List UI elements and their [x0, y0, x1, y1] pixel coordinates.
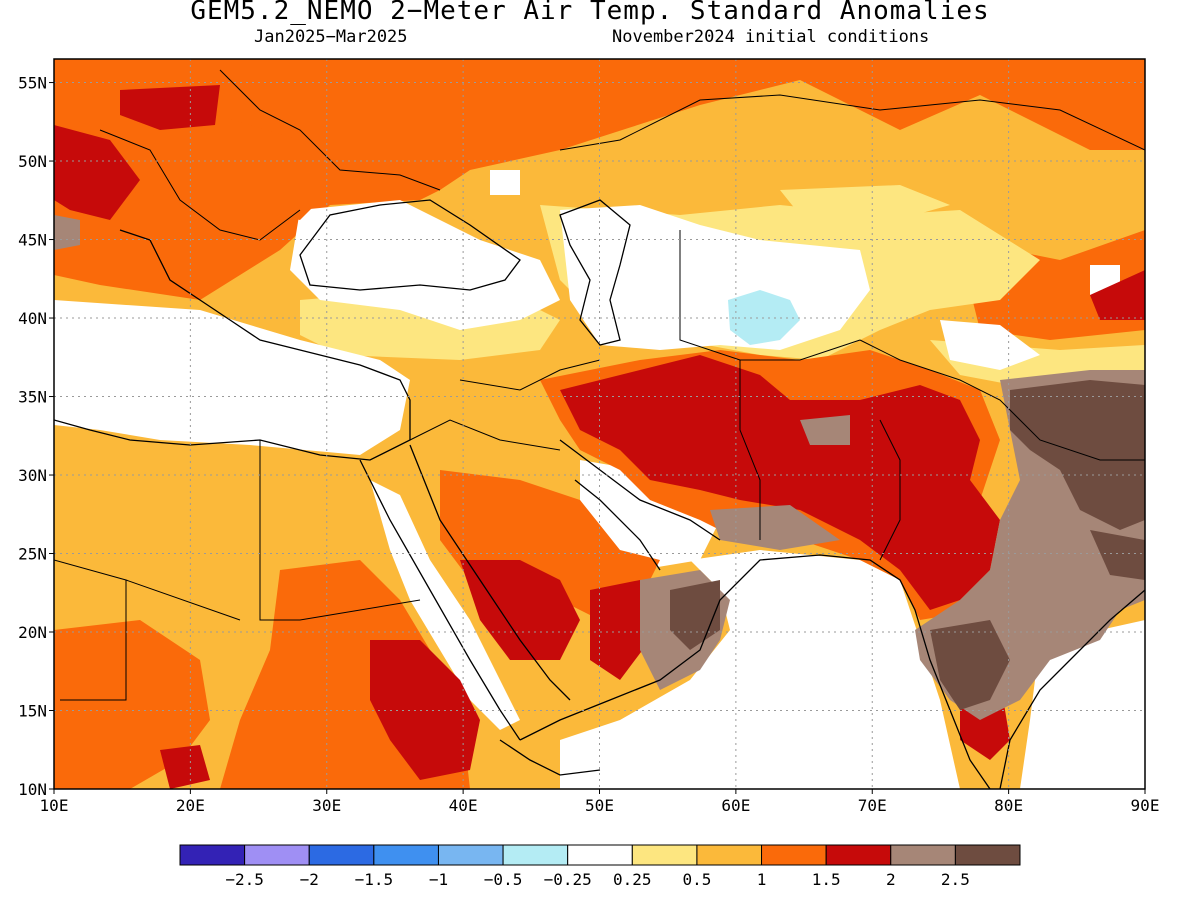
lon-tick-label: 20E [176, 796, 205, 815]
colorbar-label: −2.5 [225, 870, 264, 889]
colorbar-label: 1 [757, 870, 767, 889]
colorbar-label: 2.5 [941, 870, 970, 889]
lat-tick-label: 10N [18, 780, 47, 799]
colorbar-label: −1 [429, 870, 448, 889]
colorbar-swatch [373, 844, 439, 866]
anomaly-field [54, 59, 1145, 789]
chart-title: GEM5.2_NEMO 2−Meter Air Temp. Standard A… [190, 0, 990, 26]
colorbar-label: 0.5 [682, 870, 711, 889]
colorbar-swatch [244, 844, 310, 866]
lon-tick-label: 30E [312, 796, 341, 815]
colorbar-label: −1.5 [355, 870, 394, 889]
colorbar-label: 1.5 [812, 870, 841, 889]
lon-tick-label: 40E [449, 796, 478, 815]
colorbar-swatch [179, 844, 246, 866]
lat-tick-label: 45N [18, 231, 47, 250]
colorbar-label: 2 [886, 870, 896, 889]
colorbar-swatch [890, 844, 956, 866]
lat-tick-label: 50N [18, 152, 47, 171]
colorbar-swatch [825, 844, 892, 866]
lat-tick-label: 35N [18, 388, 47, 407]
grid-lines [54, 59, 1145, 789]
coastlines [54, 69, 1145, 789]
colorbar-swatch [437, 844, 504, 866]
lon-tick-label: 10E [40, 796, 69, 815]
colorbar-swatch [502, 844, 569, 866]
forecast-period: Jan2025−Mar2025 [254, 27, 408, 47]
initial-conditions: November2024 initial conditions [612, 27, 930, 47]
axes: 10E 20E 30E 40E 50E 60E 70E 80E 90E 55N 50N 45N 40N 3… [18, 74, 1159, 815]
lon-tick-label: 70E [858, 796, 887, 815]
colorbar-swatch [631, 844, 698, 866]
colorbar-label: −0.25 [544, 870, 592, 889]
colorbar-swatch [761, 844, 827, 866]
lon-tick-label: 90E [1131, 796, 1160, 815]
colorbar-swatch [567, 844, 633, 866]
lat-tick-label: 30N [18, 466, 47, 485]
colorbar-swatch [308, 844, 375, 866]
lat-tick-label: 25N [18, 545, 47, 564]
lat-tick-label: 15N [18, 702, 47, 721]
colorbar-label: −2 [300, 870, 319, 889]
lon-tick-label: 60E [721, 796, 750, 815]
lat-tick-label: 20N [18, 623, 47, 642]
colorbar-swatch [954, 844, 1021, 866]
lon-tick-label: 50E [585, 796, 614, 815]
lat-tick-label: 55N [18, 74, 47, 93]
lon-tick-label: 80E [994, 796, 1023, 815]
colorbar: −2.5 −2 −1.5 −1 −0.5 −0.25 0.25 0.5 1 1.5 2 2.5 [179, 844, 1021, 889]
colorbar-label: 0.25 [613, 870, 652, 889]
lat-tick-label: 40N [18, 309, 47, 328]
colorbar-swatch [696, 844, 763, 866]
colorbar-label: −0.5 [484, 870, 523, 889]
